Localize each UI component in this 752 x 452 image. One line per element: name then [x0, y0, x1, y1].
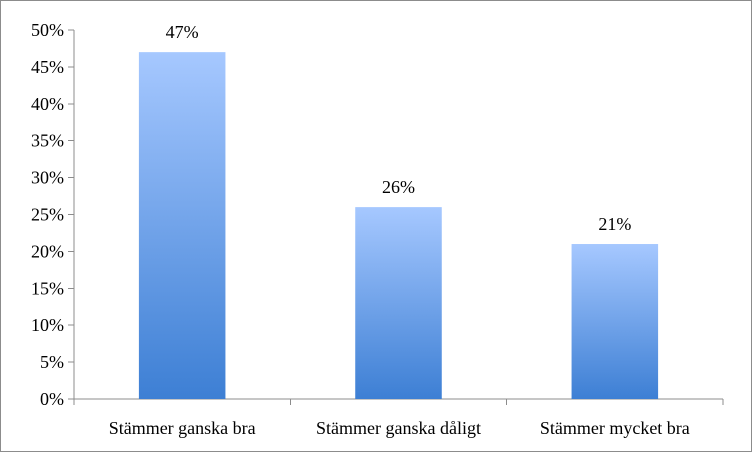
bar-value-label: 26% — [382, 177, 415, 197]
y-tick-label: 40% — [31, 94, 64, 114]
y-tick-label: 35% — [31, 131, 64, 151]
y-tick-label: 20% — [31, 241, 64, 261]
y-tick-label: 0% — [40, 389, 64, 409]
bar — [138, 52, 226, 399]
y-tick-label: 5% — [40, 352, 64, 372]
x-category-label: Stämmer ganska dåligt — [316, 418, 481, 438]
x-axis: Stämmer ganska bra Stämmer ganska dåligt S… — [73, 398, 724, 438]
bar — [355, 207, 442, 399]
data-labels: 47% 26% 21% — [166, 22, 632, 234]
bar — [571, 244, 659, 399]
y-tick-label: 30% — [31, 168, 64, 188]
y-tick-label: 45% — [31, 57, 64, 77]
bars — [138, 52, 659, 399]
bar-value-label: 47% — [166, 22, 199, 42]
x-category-label: Stämmer ganska bra — [109, 418, 256, 438]
x-category-label: Stämmer mycket bra — [540, 418, 690, 438]
y-tick-label: 50% — [31, 20, 64, 40]
y-axis: 0% 5% 10% 15% 20% 25% 30% 35% 40% 45% 50% — [31, 20, 75, 409]
bar-value-label: 21% — [598, 214, 631, 234]
y-tick-label: 10% — [31, 315, 64, 335]
y-tick-label: 25% — [31, 205, 64, 225]
y-tick-label: 15% — [31, 278, 64, 298]
